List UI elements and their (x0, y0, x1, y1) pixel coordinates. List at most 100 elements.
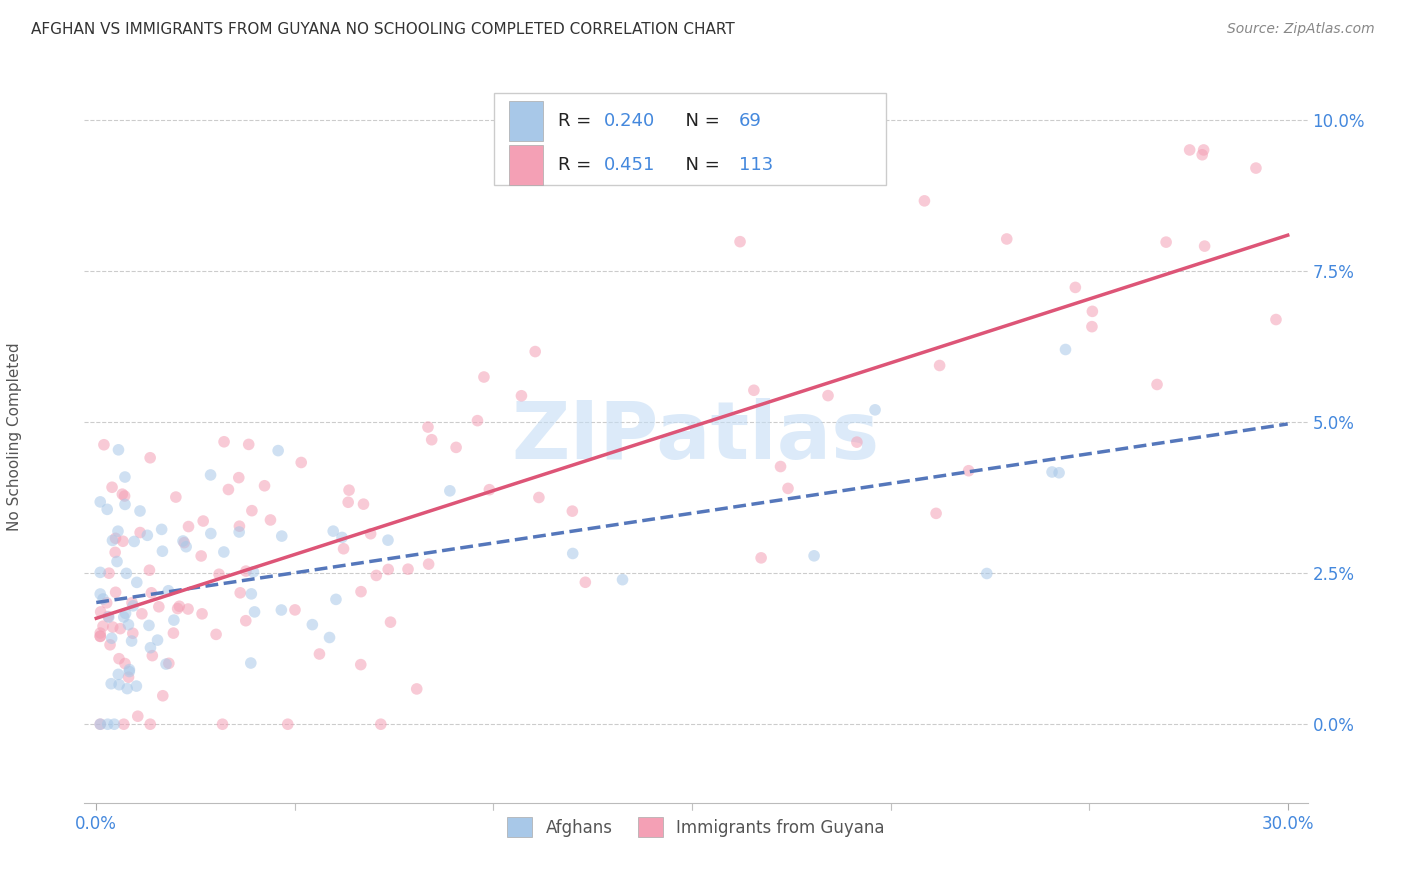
Point (97, 609, 120, 624)
Point (112, 717, 135, 731)
Point (228, 524, 250, 539)
Point (366, 568, 388, 582)
Point (191, 607, 214, 621)
Point (114, 607, 136, 621)
Point (253, 479, 276, 493)
Point (114, 470, 136, 484)
Point (332, 541, 354, 556)
Bar (509, 145, 543, 185)
Point (912, 194, 935, 208)
Point (165, 490, 187, 504)
Point (107, 442, 129, 457)
Point (121, 626, 143, 640)
Point (93, 438, 115, 452)
Point (173, 535, 195, 549)
Point (111, 534, 134, 549)
Point (89, 717, 111, 731)
Point (776, 482, 799, 496)
Y-axis label: No Schooling Completed: No Schooling Completed (7, 343, 22, 532)
Point (211, 717, 233, 731)
Point (377, 533, 399, 548)
Text: 0.240: 0.240 (605, 112, 655, 129)
Point (200, 467, 222, 482)
Point (1191, 147, 1213, 161)
Point (472, 370, 495, 384)
Point (127, 709, 149, 723)
Point (105, 555, 128, 569)
Point (416, 420, 439, 434)
Point (267, 443, 290, 458)
Point (139, 640, 162, 655)
Point (270, 603, 292, 617)
Point (146, 633, 169, 648)
Point (749, 550, 772, 565)
Point (360, 526, 382, 541)
Point (138, 618, 160, 632)
Point (139, 450, 162, 465)
Point (157, 583, 180, 598)
Point (174, 540, 197, 554)
Point (863, 402, 886, 417)
Point (330, 531, 353, 545)
Point (117, 617, 139, 632)
Point (89, 629, 111, 643)
Point (193, 514, 215, 528)
Point (162, 626, 184, 640)
Point (117, 670, 139, 684)
Point (103, 717, 125, 731)
Point (141, 648, 163, 663)
Point (141, 586, 163, 600)
Point (925, 507, 948, 521)
Point (125, 679, 148, 693)
Point (108, 678, 131, 692)
Point (112, 610, 135, 624)
Bar (509, 101, 543, 141)
Point (325, 592, 347, 607)
Point (270, 529, 292, 543)
Point (574, 575, 596, 590)
Point (1178, 143, 1201, 157)
Point (205, 627, 228, 641)
Point (1154, 235, 1177, 249)
Point (97, 717, 120, 731)
Point (1064, 280, 1087, 294)
Text: N =: N = (673, 112, 725, 129)
Point (89, 626, 111, 640)
Text: R =: R = (558, 112, 596, 129)
Point (96, 502, 118, 516)
Point (118, 665, 141, 679)
Point (114, 497, 136, 511)
Point (131, 607, 153, 621)
Point (104, 585, 127, 599)
Point (138, 563, 160, 577)
Point (217, 483, 239, 497)
Point (259, 513, 281, 527)
Point (121, 634, 143, 648)
Point (104, 531, 127, 545)
Point (101, 533, 124, 548)
Point (510, 389, 533, 403)
Point (91, 592, 114, 607)
Point (89, 587, 111, 601)
Point (377, 562, 399, 576)
Point (439, 483, 461, 498)
Point (139, 717, 162, 731)
Point (817, 388, 839, 402)
Point (322, 524, 344, 538)
Text: 113: 113 (738, 155, 773, 174)
Point (129, 525, 152, 540)
Point (200, 526, 222, 541)
Point (97, 610, 120, 624)
Point (107, 667, 129, 681)
Point (803, 549, 825, 563)
Point (612, 573, 634, 587)
Point (163, 613, 186, 627)
Text: 69: 69 (738, 112, 762, 129)
Point (115, 681, 138, 696)
Point (301, 617, 323, 632)
Point (308, 647, 330, 661)
Point (928, 359, 950, 373)
Point (121, 596, 143, 610)
Point (100, 676, 122, 690)
Point (1244, 161, 1267, 175)
